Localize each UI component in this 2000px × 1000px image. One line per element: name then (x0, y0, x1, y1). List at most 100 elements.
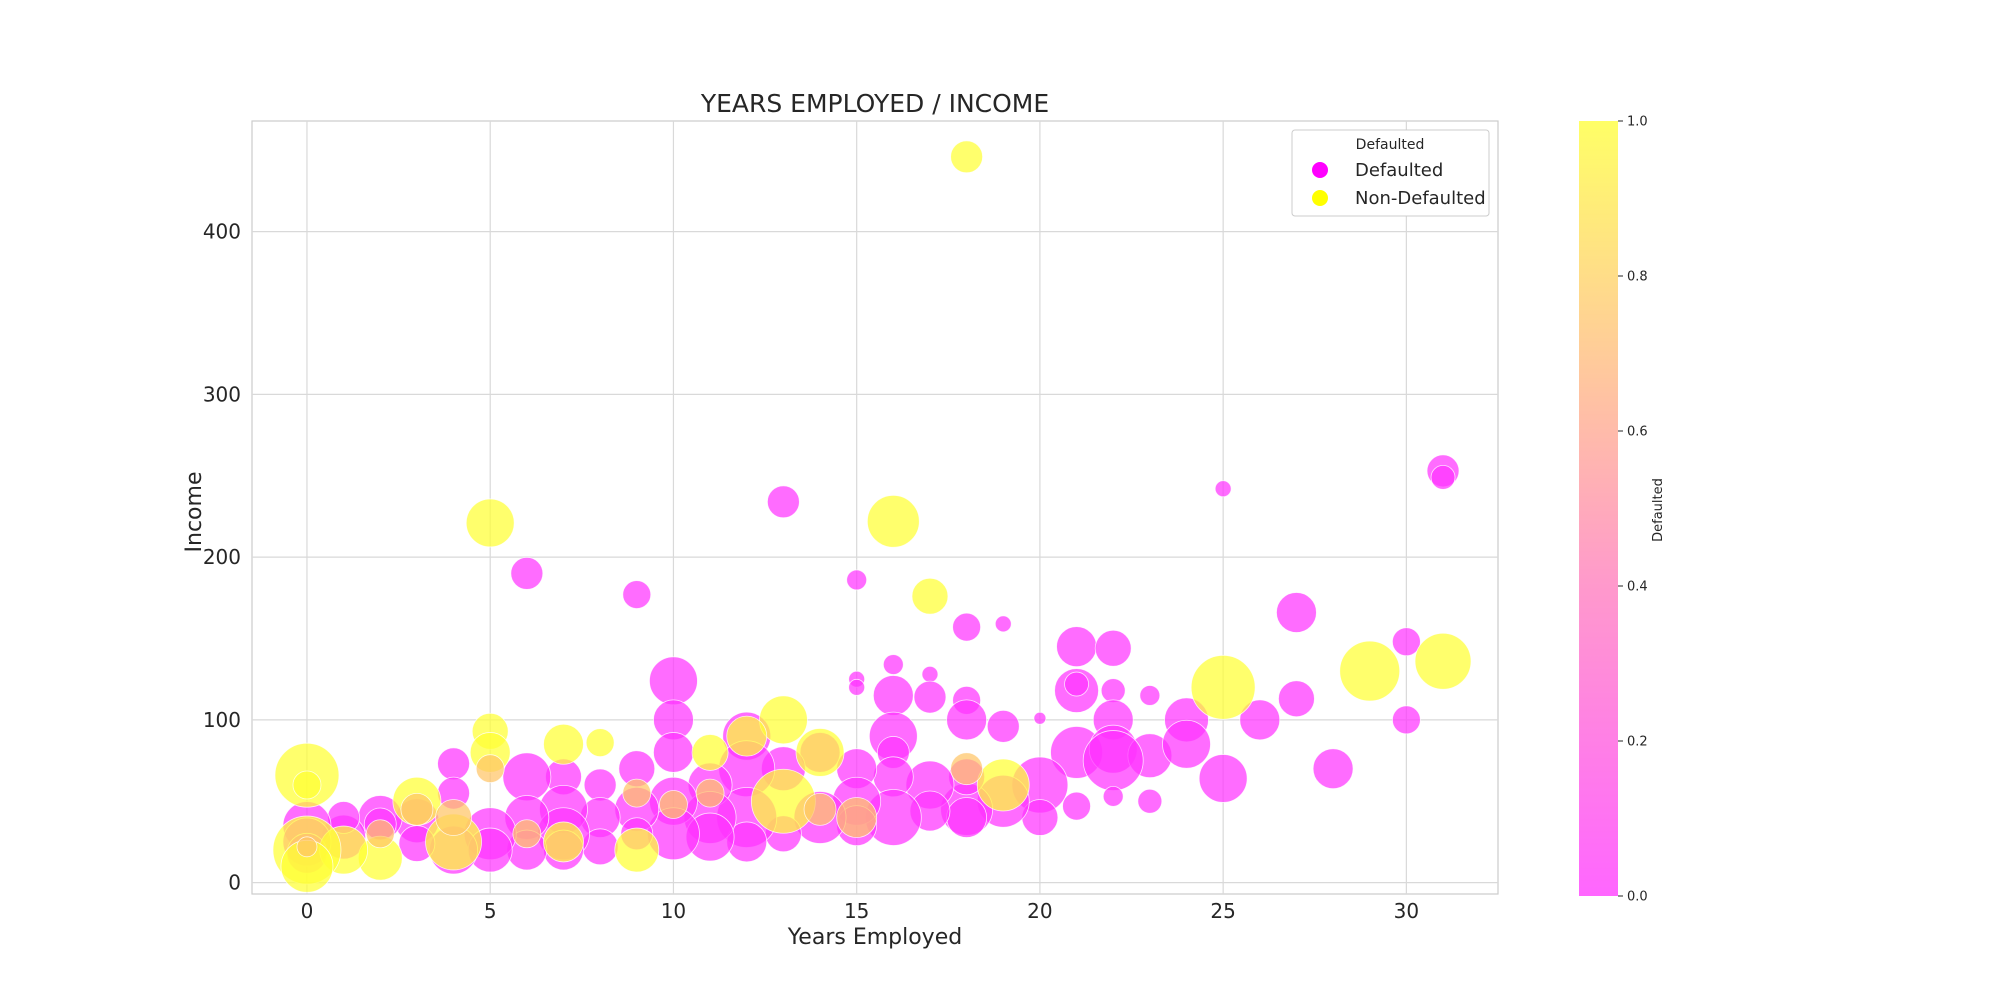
scatter-point (803, 792, 837, 826)
scatter-point (292, 770, 322, 800)
scatter-point (649, 656, 698, 706)
scatter-point (911, 577, 949, 615)
scatter-point (950, 752, 984, 786)
scatter-point (659, 790, 688, 819)
colorbar-ticks: 0.0 0.2 0.4 0.6 0.8 1.0 (1618, 115, 1648, 905)
scatter-point (1100, 678, 1126, 703)
legend-marker-non-defaulted (1312, 190, 1328, 206)
legend-label-defaulted: Defaulted (1355, 160, 1443, 181)
chart-title: YEARS EMPLOYED / INCOME (700, 89, 1049, 118)
y-axis-label: Income (182, 472, 207, 553)
scatter-point (502, 752, 552, 802)
scatter-point (1239, 699, 1281, 741)
scatter-point (512, 819, 542, 849)
scatter-point (1214, 480, 1232, 498)
x-tick-label: 20 (1027, 899, 1052, 923)
scatter-point (836, 797, 878, 838)
scatter-point (1102, 785, 1124, 807)
x-axis-label: Years Employed (787, 925, 962, 950)
scatter-point (1391, 705, 1421, 735)
scatter-point (1190, 654, 1256, 720)
y-tick-label: 0 (228, 871, 241, 895)
scatter-point (475, 754, 505, 784)
scatter-point (846, 569, 868, 591)
scatter-point (1276, 592, 1317, 633)
scatter-point (913, 680, 947, 714)
scatter-point (766, 485, 800, 519)
scatter-point (1198, 754, 1248, 803)
scatter-point (695, 778, 725, 808)
scatter-points (272, 140, 1472, 893)
scatter-point (1056, 626, 1097, 668)
legend-marker-defaulted (1312, 162, 1328, 178)
y-tick-label: 400 (203, 220, 241, 244)
scatter-point (543, 723, 584, 765)
legend-box (1291, 129, 1490, 217)
scatter-point (510, 557, 544, 590)
scatter-point (950, 140, 984, 174)
x-tick-label: 5 (484, 899, 497, 923)
scatter-point (437, 747, 470, 781)
scatter-point (1430, 464, 1456, 490)
scatter-point (994, 615, 1012, 633)
series-non-defaulted (272, 140, 1472, 893)
scatter-point (1137, 788, 1163, 814)
scatter-point (946, 699, 988, 741)
y-tick-label: 100 (203, 708, 241, 732)
scatter-point (622, 778, 652, 808)
x-tick-label: 25 (1210, 899, 1235, 923)
x-tick-label: 30 (1394, 899, 1419, 923)
scatter-point (1033, 711, 1047, 725)
scatter-point (1278, 680, 1315, 718)
scatter-point (976, 758, 1030, 812)
colorbar-label: Defaulted (1651, 478, 1666, 542)
x-tick-label: 0 (301, 899, 314, 923)
y-tick-label: 200 (203, 545, 241, 569)
scatter-point (1062, 791, 1091, 821)
colorbar-tick-label: 1.0 (1627, 115, 1648, 130)
scatter-point (365, 819, 395, 849)
scatter-point (1139, 685, 1161, 706)
scatter-point (653, 732, 694, 773)
scatter-point (866, 494, 920, 548)
y-tick-label: 300 (203, 382, 241, 406)
scatter-point (1094, 629, 1132, 667)
scatter-point (872, 675, 914, 716)
scatter-point (1339, 640, 1401, 702)
colorbar-tick-label: 0.0 (1627, 890, 1648, 905)
x-tick-labels: 0 5 10 15 20 25 30 (301, 899, 1420, 923)
scatter-point (921, 665, 939, 683)
scatter-point (583, 768, 617, 802)
scatter-point (400, 792, 434, 826)
scatter-point (1162, 719, 1211, 769)
scatter-point (543, 821, 584, 863)
colorbar: 0.0 0.2 0.4 0.6 0.8 1.0 Defaulted (1579, 115, 1666, 905)
scatter-point (1082, 730, 1144, 791)
scatter-point (946, 797, 988, 838)
colorbar-tick-label: 0.6 (1627, 425, 1648, 440)
legend: Defaulted Defaulted Non-Defaulted (1291, 129, 1490, 217)
y-tick-labels: 0 100 200 300 400 (203, 220, 241, 895)
scatter-point (750, 768, 816, 834)
scatter-point (585, 728, 615, 758)
scatter-point (986, 709, 1020, 743)
scatter-point (952, 612, 982, 642)
scatter-point (614, 827, 660, 873)
x-tick-label: 15 (844, 899, 869, 923)
scatter-point (1312, 748, 1354, 790)
scatter-point (848, 678, 866, 696)
colorbar-tick-label: 0.4 (1627, 580, 1648, 595)
scatter-point (435, 799, 472, 836)
scatter-point (691, 734, 729, 771)
scatter-point (795, 728, 845, 777)
legend-title: Defaulted (1356, 137, 1425, 153)
scatter-point (465, 498, 515, 548)
series-mixed (296, 752, 984, 858)
colorbar-gradient (1579, 121, 1618, 896)
scatter-point (1064, 671, 1089, 697)
scatter-point (726, 715, 768, 757)
colorbar-tick-label: 0.2 (1627, 735, 1648, 750)
colorbar-tick-label: 0.8 (1627, 270, 1648, 285)
scatter-point (296, 836, 318, 858)
